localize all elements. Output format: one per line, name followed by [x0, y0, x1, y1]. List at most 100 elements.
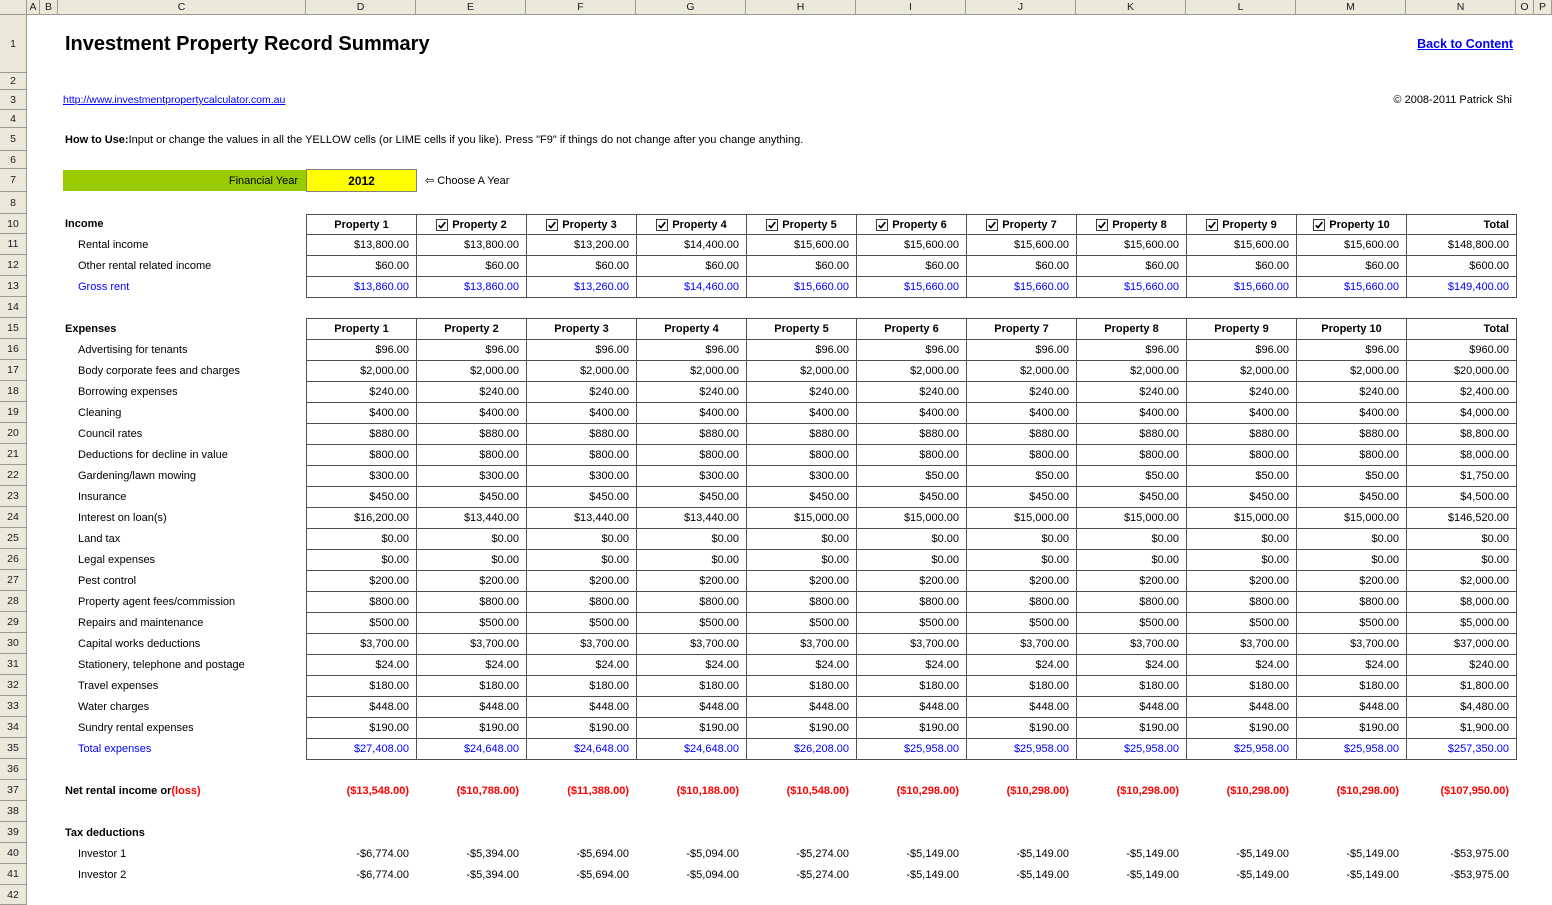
row-header-15[interactable]: 15 [0, 318, 27, 339]
income-cell[interactable]: $13,800.00 [307, 235, 417, 256]
expenses-cell[interactable]: $96.00 [857, 340, 967, 361]
expenses-row-label[interactable]: Travel expenses [78, 679, 159, 692]
expenses-cell[interactable]: $24.00 [1297, 655, 1407, 676]
expenses-cell[interactable]: $240.00 [1077, 382, 1187, 403]
expenses-cell[interactable]: $0.00 [527, 529, 637, 550]
row-header-6[interactable]: 6 [0, 151, 27, 169]
col-header-I[interactable]: I [856, 0, 966, 15]
expenses-cell[interactable]: $24.00 [1077, 655, 1187, 676]
expenses-cell[interactable]: $240.00 [637, 382, 747, 403]
expenses-cell[interactable]: $500.00 [1077, 613, 1187, 634]
expenses-cell[interactable]: $240.00 [527, 382, 637, 403]
expenses-cell[interactable]: $450.00 [417, 487, 527, 508]
expenses-cell[interactable]: $450.00 [1297, 487, 1407, 508]
expenses-row-label[interactable]: Advertising for tenants [78, 343, 188, 356]
property-checkbox[interactable] [436, 218, 449, 231]
expenses-cell[interactable]: $400.00 [857, 403, 967, 424]
expenses-col-header[interactable]: Property 3 [527, 319, 637, 340]
tax-deduction-value-cell[interactable]: -$5,394.00 [466, 847, 519, 860]
expenses-cell[interactable]: $240.00 [857, 382, 967, 403]
expenses-cell[interactable]: $1,750.00 [1407, 466, 1517, 487]
expenses-cell[interactable]: $24.00 [857, 655, 967, 676]
expenses-cell[interactable]: $240.00 [1407, 655, 1517, 676]
expenses-cell[interactable]: $200.00 [967, 571, 1077, 592]
expenses-cell[interactable]: $180.00 [417, 676, 527, 697]
expenses-cell[interactable]: $2,000.00 [747, 361, 857, 382]
tax-deduction-value-cell[interactable]: -$5,149.00 [1346, 847, 1399, 860]
expenses-cell[interactable]: $880.00 [1077, 424, 1187, 445]
net-rental-value-cell[interactable]: ($10,188.00) [676, 784, 739, 797]
expenses-cell[interactable]: $50.00 [857, 466, 967, 487]
property-checkbox[interactable] [656, 218, 669, 231]
expenses-cell[interactable]: $96.00 [967, 340, 1077, 361]
row-header-23[interactable]: 23 [0, 486, 27, 507]
expenses-cell[interactable]: $200.00 [857, 571, 967, 592]
expenses-cell[interactable]: $15,000.00 [747, 508, 857, 529]
expenses-cell[interactable]: $3,700.00 [307, 634, 417, 655]
tax-deduction-value-cell[interactable]: -$5,149.00 [1236, 868, 1289, 881]
tax-deduction-value-cell[interactable]: -$53,975.00 [1450, 847, 1509, 860]
expenses-cell[interactable]: $0.00 [857, 529, 967, 550]
expenses-cell[interactable]: $500.00 [1187, 613, 1297, 634]
expenses-cell[interactable]: $500.00 [527, 613, 637, 634]
row-header-14[interactable]: 14 [0, 297, 27, 318]
expenses-cell[interactable]: $24.00 [1187, 655, 1297, 676]
expenses-cell[interactable]: $96.00 [417, 340, 527, 361]
expenses-cell[interactable]: $800.00 [1187, 592, 1297, 613]
expenses-cell[interactable]: $0.00 [307, 529, 417, 550]
expenses-row-label[interactable]: Gardening/lawn mowing [78, 469, 197, 482]
expenses-cell[interactable]: $26,208.00 [747, 739, 857, 760]
col-header-B[interactable]: B [40, 0, 58, 15]
expenses-cell[interactable]: $2,400.00 [1407, 382, 1517, 403]
tax-deduction-value-cell[interactable]: -$5,149.00 [1126, 847, 1179, 860]
expenses-cell[interactable]: $240.00 [1297, 382, 1407, 403]
expenses-cell[interactable]: $880.00 [637, 424, 747, 445]
expenses-cell[interactable]: $300.00 [637, 466, 747, 487]
expenses-cell[interactable]: $13,440.00 [637, 508, 747, 529]
expenses-cell[interactable]: $3,700.00 [1077, 634, 1187, 655]
expenses-cell[interactable]: $3,700.00 [747, 634, 857, 655]
expenses-cell[interactable]: $0.00 [1187, 550, 1297, 571]
investor-row-label[interactable]: Investor 2 [78, 868, 127, 881]
expenses-col-header[interactable]: Property 6 [857, 319, 967, 340]
expenses-cell[interactable]: $1,800.00 [1407, 676, 1517, 697]
expenses-row-label[interactable]: Interest on loan(s) [78, 511, 167, 524]
tax-deduction-value-cell[interactable]: -$5,394.00 [466, 868, 519, 881]
expenses-cell[interactable]: $16,200.00 [307, 508, 417, 529]
expenses-row-label[interactable]: Body corporate fees and charges [78, 364, 241, 377]
expenses-cell[interactable]: $2,000.00 [637, 361, 747, 382]
expenses-cell[interactable]: $200.00 [1187, 571, 1297, 592]
expenses-cell[interactable]: $96.00 [637, 340, 747, 361]
expenses-cell[interactable]: $50.00 [967, 466, 1077, 487]
expenses-cell[interactable]: $2,000.00 [307, 361, 417, 382]
expenses-cell[interactable]: $24.00 [747, 655, 857, 676]
expenses-cell[interactable]: $500.00 [967, 613, 1077, 634]
expenses-cell[interactable]: $25,958.00 [1187, 739, 1297, 760]
expenses-cell[interactable]: $180.00 [1297, 676, 1407, 697]
income-cell[interactable]: $60.00 [637, 256, 747, 277]
expenses-cell[interactable]: $190.00 [417, 718, 527, 739]
expenses-cell[interactable]: $190.00 [1077, 718, 1187, 739]
expenses-cell[interactable]: $880.00 [527, 424, 637, 445]
expenses-cell[interactable]: $15,000.00 [857, 508, 967, 529]
expenses-cell[interactable]: $8,800.00 [1407, 424, 1517, 445]
income-col-header[interactable]: Property 6 [857, 215, 967, 235]
tax-deduction-value-cell[interactable]: -$5,274.00 [796, 868, 849, 881]
expenses-cell[interactable]: $880.00 [417, 424, 527, 445]
income-cell[interactable]: $60.00 [417, 256, 527, 277]
expenses-cell[interactable]: $37,000.00 [1407, 634, 1517, 655]
expenses-cell[interactable]: $146,520.00 [1407, 508, 1517, 529]
expenses-cell[interactable]: $450.00 [967, 487, 1077, 508]
income-cell[interactable]: $60.00 [307, 256, 417, 277]
col-header-H[interactable]: H [746, 0, 856, 15]
property-checkbox[interactable] [876, 218, 889, 231]
income-cell[interactable]: $148,800.00 [1407, 235, 1517, 256]
expenses-cell[interactable]: $880.00 [1187, 424, 1297, 445]
expenses-cell[interactable]: $20,000.00 [1407, 361, 1517, 382]
expenses-cell[interactable]: $190.00 [857, 718, 967, 739]
expenses-cell[interactable]: $0.00 [307, 550, 417, 571]
col-header-L[interactable]: L [1186, 0, 1296, 15]
expenses-cell[interactable]: $960.00 [1407, 340, 1517, 361]
expenses-cell[interactable]: $450.00 [307, 487, 417, 508]
expenses-cell[interactable]: $0.00 [417, 529, 527, 550]
